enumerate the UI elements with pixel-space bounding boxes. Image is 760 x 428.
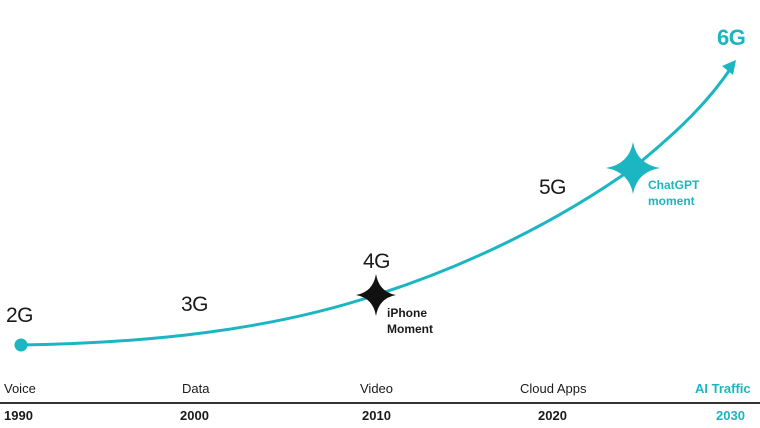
- arrow-head-icon: [722, 60, 736, 75]
- star-icon: [356, 274, 396, 316]
- gen-label-2g: 2G: [6, 304, 34, 327]
- axis-label-video: Video: [360, 381, 394, 396]
- axis-label-data: Data: [182, 381, 210, 396]
- year-1990: 1990: [4, 408, 33, 423]
- chatgpt-moment-note: ChatGPT moment: [648, 178, 700, 208]
- star-icon: [606, 142, 660, 194]
- axis-label-cloud-apps: Cloud Apps: [520, 381, 587, 396]
- gen-label-4g: 4G: [363, 250, 391, 273]
- year-2000: 2000: [180, 408, 209, 423]
- year-2010: 2010: [362, 408, 391, 423]
- iphone-moment-note: iPhone Moment: [387, 306, 433, 336]
- gen-label-6g: 6G: [717, 25, 746, 50]
- gen-label-3g: 3G: [181, 293, 209, 316]
- year-2020: 2020: [538, 408, 567, 423]
- start-dot: [14, 338, 28, 352]
- gen-label-5g: 5G: [539, 176, 567, 199]
- axis-label-voice: Voice: [4, 381, 36, 396]
- year-2030: 2030: [716, 408, 745, 423]
- timeline-axis: [0, 402, 760, 404]
- axis-label-ai-traffic: AI Traffic: [695, 381, 751, 396]
